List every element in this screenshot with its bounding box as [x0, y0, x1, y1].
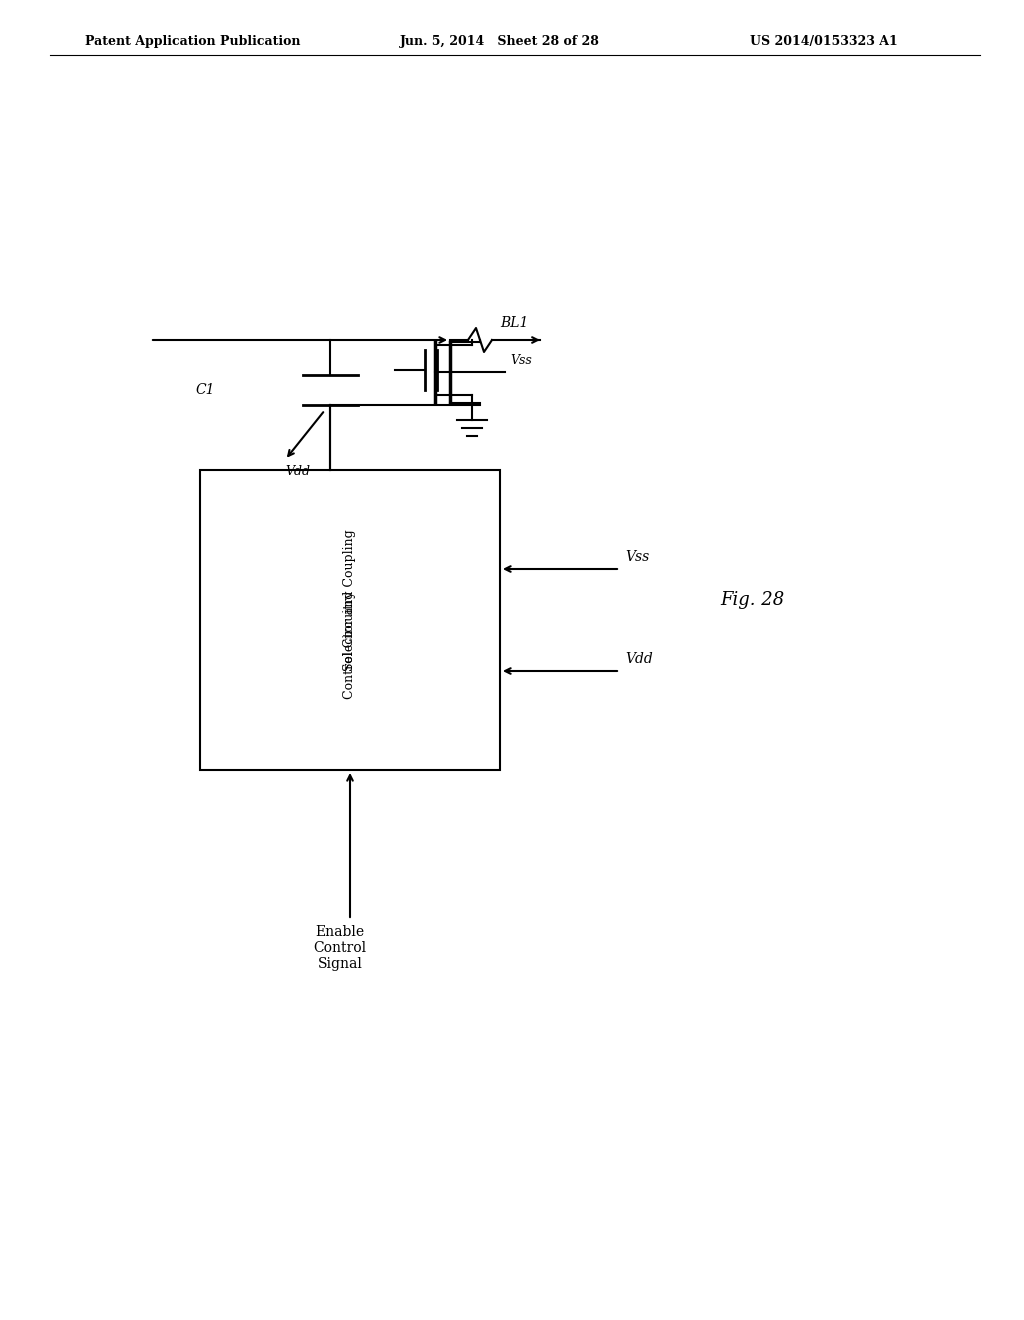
Text: Vss: Vss	[510, 355, 531, 367]
Text: US 2014/0153323 A1: US 2014/0153323 A1	[750, 36, 898, 48]
Text: Selector and Coupling: Selector and Coupling	[343, 529, 356, 671]
Text: Patent Application Publication: Patent Application Publication	[85, 36, 300, 48]
Text: BL1: BL1	[500, 315, 528, 330]
Text: Enable
Control
Signal: Enable Control Signal	[313, 925, 367, 972]
Text: Vss: Vss	[625, 550, 649, 564]
Text: Vdd: Vdd	[285, 465, 310, 478]
Bar	[200, 470, 500, 770]
Text: Vdd: Vdd	[625, 652, 652, 667]
Text: Jun. 5, 2014   Sheet 28 of 28: Jun. 5, 2014 Sheet 28 of 28	[400, 36, 600, 48]
Text: Fig. 28: Fig. 28	[720, 591, 784, 609]
Text: Control Circuitry: Control Circuitry	[343, 591, 356, 700]
Text: C1: C1	[196, 383, 215, 397]
